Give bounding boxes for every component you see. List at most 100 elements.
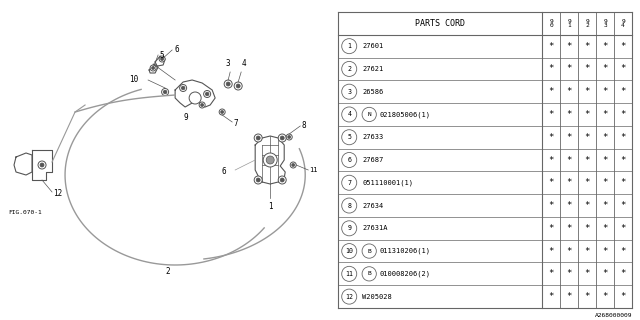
- Circle shape: [256, 136, 260, 140]
- Text: *: *: [584, 64, 589, 73]
- Text: *: *: [584, 224, 589, 233]
- Text: *: *: [584, 247, 589, 256]
- Text: *: *: [602, 269, 608, 278]
- Text: W205028: W205028: [362, 294, 392, 300]
- Circle shape: [181, 86, 185, 90]
- Text: 9: 9: [348, 225, 351, 231]
- Text: *: *: [620, 178, 626, 187]
- Text: *: *: [584, 133, 589, 142]
- Text: *: *: [620, 156, 626, 164]
- Text: *: *: [566, 224, 572, 233]
- Text: *: *: [548, 64, 554, 73]
- Text: *: *: [548, 224, 554, 233]
- Circle shape: [362, 244, 376, 258]
- Text: B: B: [367, 249, 371, 253]
- Text: *: *: [584, 156, 589, 164]
- Circle shape: [266, 156, 274, 164]
- Circle shape: [163, 90, 167, 94]
- Circle shape: [342, 175, 356, 190]
- Text: *: *: [602, 247, 608, 256]
- Text: *: *: [548, 201, 554, 210]
- Text: FIG.070-1: FIG.070-1: [8, 210, 42, 214]
- Circle shape: [342, 39, 356, 54]
- Circle shape: [256, 178, 260, 182]
- Text: *: *: [602, 133, 608, 142]
- Text: 27687: 27687: [362, 157, 383, 163]
- Text: *: *: [548, 133, 554, 142]
- Circle shape: [162, 89, 168, 95]
- Text: *: *: [602, 110, 608, 119]
- Text: *: *: [620, 87, 626, 96]
- Text: *: *: [566, 247, 572, 256]
- Text: *: *: [566, 133, 572, 142]
- Circle shape: [342, 130, 356, 145]
- Text: 10: 10: [345, 248, 353, 254]
- Circle shape: [254, 176, 262, 184]
- Text: *: *: [620, 292, 626, 301]
- Circle shape: [150, 65, 156, 71]
- Circle shape: [199, 102, 205, 108]
- Circle shape: [342, 61, 356, 76]
- Text: 27631A: 27631A: [362, 225, 388, 231]
- Text: *: *: [620, 42, 626, 51]
- Text: *: *: [620, 247, 626, 256]
- Text: 6: 6: [348, 157, 351, 163]
- Text: *: *: [566, 178, 572, 187]
- Circle shape: [288, 135, 291, 139]
- Text: 9
1: 9 1: [567, 19, 571, 28]
- Text: *: *: [548, 178, 554, 187]
- Text: 1: 1: [268, 202, 273, 211]
- Text: *: *: [620, 201, 626, 210]
- Text: *: *: [566, 87, 572, 96]
- Text: 2: 2: [348, 66, 351, 72]
- Circle shape: [205, 92, 209, 96]
- Text: *: *: [566, 110, 572, 119]
- Text: *: *: [620, 269, 626, 278]
- Text: 4: 4: [348, 111, 351, 117]
- Text: PARTS CORD: PARTS CORD: [415, 19, 465, 28]
- Circle shape: [278, 134, 286, 142]
- Text: 9
2: 9 2: [585, 19, 589, 28]
- Text: *: *: [548, 247, 554, 256]
- Circle shape: [40, 163, 44, 167]
- Text: 9
0: 9 0: [549, 19, 553, 28]
- Text: 9
4: 9 4: [621, 19, 625, 28]
- Circle shape: [362, 107, 376, 122]
- Text: 021805006(1): 021805006(1): [380, 111, 430, 118]
- Text: 12: 12: [345, 294, 353, 300]
- Circle shape: [342, 84, 356, 99]
- Circle shape: [236, 84, 240, 88]
- Text: *: *: [602, 178, 608, 187]
- Text: B: B: [367, 271, 371, 276]
- Circle shape: [219, 109, 225, 115]
- Text: *: *: [566, 42, 572, 51]
- Text: *: *: [566, 201, 572, 210]
- Text: 1: 1: [348, 43, 351, 49]
- Text: 051110001(1): 051110001(1): [362, 180, 413, 186]
- Text: 27634: 27634: [362, 203, 383, 209]
- Text: 26586: 26586: [362, 89, 383, 95]
- Text: 011310206(1): 011310206(1): [380, 248, 430, 254]
- Text: *: *: [548, 110, 554, 119]
- Circle shape: [254, 134, 262, 142]
- Text: *: *: [584, 269, 589, 278]
- Text: *: *: [584, 201, 589, 210]
- Circle shape: [159, 56, 165, 62]
- Text: *: *: [548, 156, 554, 164]
- Circle shape: [342, 244, 356, 259]
- Text: *: *: [584, 87, 589, 96]
- Circle shape: [292, 164, 294, 166]
- Text: *: *: [602, 156, 608, 164]
- Circle shape: [280, 136, 284, 140]
- Text: 2: 2: [166, 268, 170, 276]
- Circle shape: [221, 110, 223, 114]
- Text: *: *: [584, 292, 589, 301]
- Text: *: *: [620, 133, 626, 142]
- Text: 6: 6: [221, 167, 226, 177]
- Text: *: *: [584, 110, 589, 119]
- Circle shape: [290, 162, 296, 168]
- Text: 010008206(2): 010008206(2): [380, 271, 430, 277]
- Circle shape: [201, 103, 204, 107]
- Circle shape: [342, 221, 356, 236]
- Text: 3: 3: [226, 59, 230, 68]
